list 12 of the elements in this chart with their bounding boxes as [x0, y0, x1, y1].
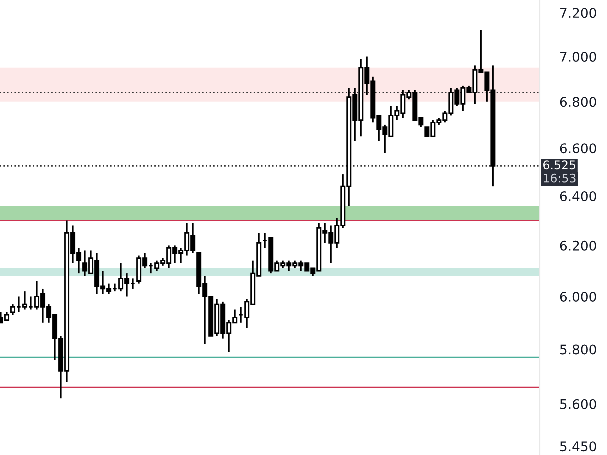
y-tick-label: 6.200 — [560, 240, 596, 251]
y-tick-label: 6.400 — [560, 191, 596, 202]
y-tick-label: 7.000 — [560, 52, 596, 62]
y-tick-label: 5.450 — [560, 442, 596, 452]
y-tick-label: 7.200 — [560, 8, 596, 18]
y-tick-label: 6.800 — [560, 97, 596, 108]
y-tick-label: 6.600 — [560, 144, 596, 154]
y-tick-label: 5.800 — [560, 344, 596, 355]
y-tick-label: 6.000 — [560, 292, 596, 302]
ref-line-label: 6.525 — [544, 160, 576, 170]
text: 16:53 — [544, 174, 576, 183]
y-tick-label: 5.600 — [560, 399, 596, 410]
